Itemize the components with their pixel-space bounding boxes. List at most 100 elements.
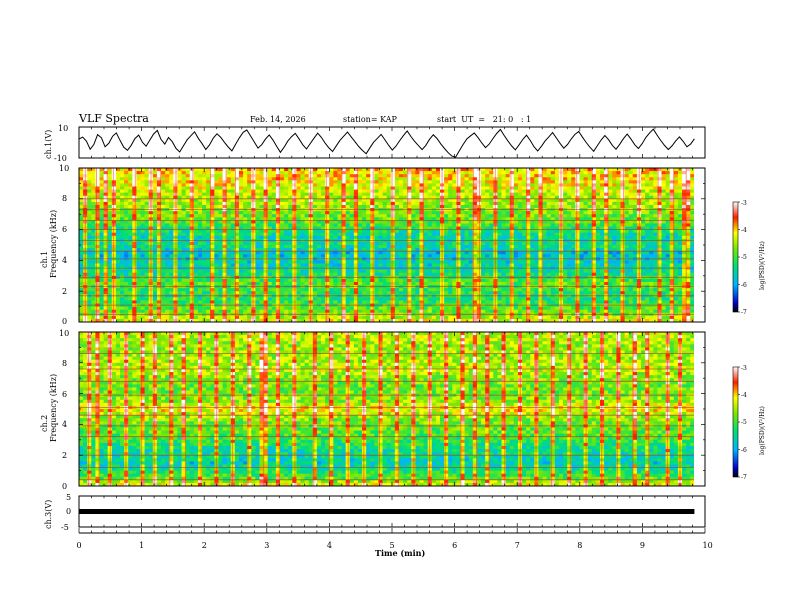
spectrogram-cell bbox=[325, 226, 330, 231]
spectrogram-cell bbox=[140, 174, 146, 178]
spectrogram-cell bbox=[312, 241, 318, 246]
spectrogram-cell bbox=[267, 229, 273, 234]
spectrogram-cell bbox=[435, 263, 441, 268]
spectrogram-cell bbox=[243, 241, 248, 246]
spectrogram-cell bbox=[427, 269, 433, 274]
spectrogram-cell bbox=[169, 315, 174, 320]
spectrogram-cell bbox=[185, 254, 191, 258]
spectrogram-cell bbox=[189, 195, 195, 200]
spectrogram-cell bbox=[259, 204, 265, 209]
spectrogram-cell bbox=[177, 288, 183, 292]
spectrogram-cell bbox=[407, 300, 412, 305]
spectrogram-cell bbox=[193, 235, 199, 240]
spectrogram-cell bbox=[218, 251, 224, 255]
spectrogram-cell bbox=[263, 198, 269, 203]
spectrogram-cell bbox=[468, 195, 474, 200]
spectrogram-cell bbox=[472, 214, 478, 218]
spectrogram-cell bbox=[407, 180, 412, 184]
spectrogram-cell bbox=[238, 195, 244, 200]
spectrogram-cell bbox=[197, 198, 203, 203]
spectrogram-cell bbox=[267, 192, 273, 197]
spectrogram-cell bbox=[341, 288, 347, 292]
spectrogram-cell bbox=[197, 272, 203, 277]
spectrogram-cell bbox=[267, 211, 273, 215]
spectrogram-cell bbox=[460, 223, 466, 228]
spectrogram-cell bbox=[460, 220, 466, 225]
spectrogram-cell bbox=[140, 291, 146, 295]
spectrogram-cell bbox=[263, 220, 269, 225]
spectrogram-cell bbox=[243, 281, 248, 286]
spectrogram-cell bbox=[165, 315, 170, 320]
spectrogram-cell bbox=[280, 260, 285, 265]
spectrogram-cell bbox=[259, 272, 265, 277]
spectrogram-cell bbox=[189, 211, 195, 215]
spectrogram-cell bbox=[427, 195, 433, 200]
spectrogram-cell bbox=[312, 186, 318, 191]
spectrogram-cell bbox=[115, 297, 121, 302]
spectrogram-cell bbox=[411, 220, 416, 225]
spectrogram-cell bbox=[370, 281, 375, 286]
spectrogram-cell bbox=[214, 201, 220, 206]
spectrogram-cell bbox=[357, 198, 363, 203]
spectrogram-cell bbox=[95, 260, 101, 265]
spectrogram-cell bbox=[374, 235, 380, 240]
spectrogram-cell bbox=[341, 309, 347, 314]
spectrogram-cell bbox=[460, 300, 466, 305]
spectrogram-cell bbox=[464, 171, 470, 175]
spectrogram-cell bbox=[362, 223, 367, 228]
spectrogram-cell bbox=[87, 291, 92, 295]
spectrogram-cell bbox=[464, 309, 470, 314]
spectrogram-cell bbox=[411, 226, 416, 231]
spectrogram-cell bbox=[222, 223, 228, 228]
spectrogram-cell bbox=[341, 251, 347, 255]
spectrogram-cell bbox=[370, 217, 375, 221]
spectrogram-cell bbox=[296, 180, 302, 184]
spectrogram-cell bbox=[456, 235, 462, 240]
spectrogram-cell bbox=[255, 260, 261, 265]
spectrogram-cell bbox=[197, 229, 203, 234]
spectrogram-cell bbox=[165, 260, 170, 265]
spectrogram-cell bbox=[415, 226, 421, 231]
spectrogram-cell bbox=[398, 186, 404, 191]
spectrogram-cell bbox=[284, 260, 289, 265]
spectrogram-cell bbox=[460, 229, 466, 234]
spectrogram-cell bbox=[259, 192, 265, 197]
spectrogram-cell bbox=[452, 251, 458, 255]
spectrogram-cell bbox=[185, 235, 191, 240]
spectrogram-cell bbox=[210, 241, 215, 246]
spectrogram-cell bbox=[296, 189, 302, 194]
spectrogram-cell bbox=[91, 291, 97, 295]
spectrogram-cell bbox=[357, 214, 363, 218]
spectrogram-cell bbox=[120, 232, 125, 237]
spectrogram-cell bbox=[472, 306, 478, 311]
spectrogram-cell bbox=[206, 260, 211, 265]
spectrogram-cell bbox=[284, 183, 289, 188]
spectrogram-cell bbox=[411, 288, 416, 292]
spectrogram-cell bbox=[288, 211, 293, 215]
spectrogram-cell bbox=[435, 315, 441, 320]
spectrogram-cell bbox=[226, 260, 232, 265]
spectrogram-cell bbox=[275, 204, 281, 209]
spectrogram-cell bbox=[370, 192, 375, 197]
spectrogram-cell bbox=[468, 180, 474, 184]
spectrogram-cell bbox=[325, 180, 330, 184]
spectrogram-cell bbox=[423, 226, 429, 231]
spectrogram-cell bbox=[169, 214, 174, 218]
spectrogram-cell bbox=[275, 245, 281, 249]
spectrogram-cell bbox=[193, 309, 199, 314]
spectrogram-cell bbox=[275, 226, 281, 231]
spectrogram-cell bbox=[378, 226, 384, 231]
spectrogram-cell bbox=[415, 300, 421, 305]
spectrogram-cell bbox=[337, 306, 343, 311]
spectrogram-cell bbox=[407, 288, 412, 292]
spectrogram-cell bbox=[304, 195, 310, 200]
spectrogram-cell bbox=[156, 204, 162, 209]
spectrogram-cell bbox=[140, 272, 146, 277]
spectrogram-cell bbox=[222, 232, 228, 237]
spectrogram-cell bbox=[136, 189, 142, 194]
spectrogram-cell bbox=[382, 217, 388, 221]
spectrogram-cell bbox=[107, 204, 113, 209]
spectrogram-cell bbox=[87, 183, 92, 188]
spectrogram-cell bbox=[206, 177, 211, 181]
spectrogram-cell bbox=[316, 223, 322, 228]
